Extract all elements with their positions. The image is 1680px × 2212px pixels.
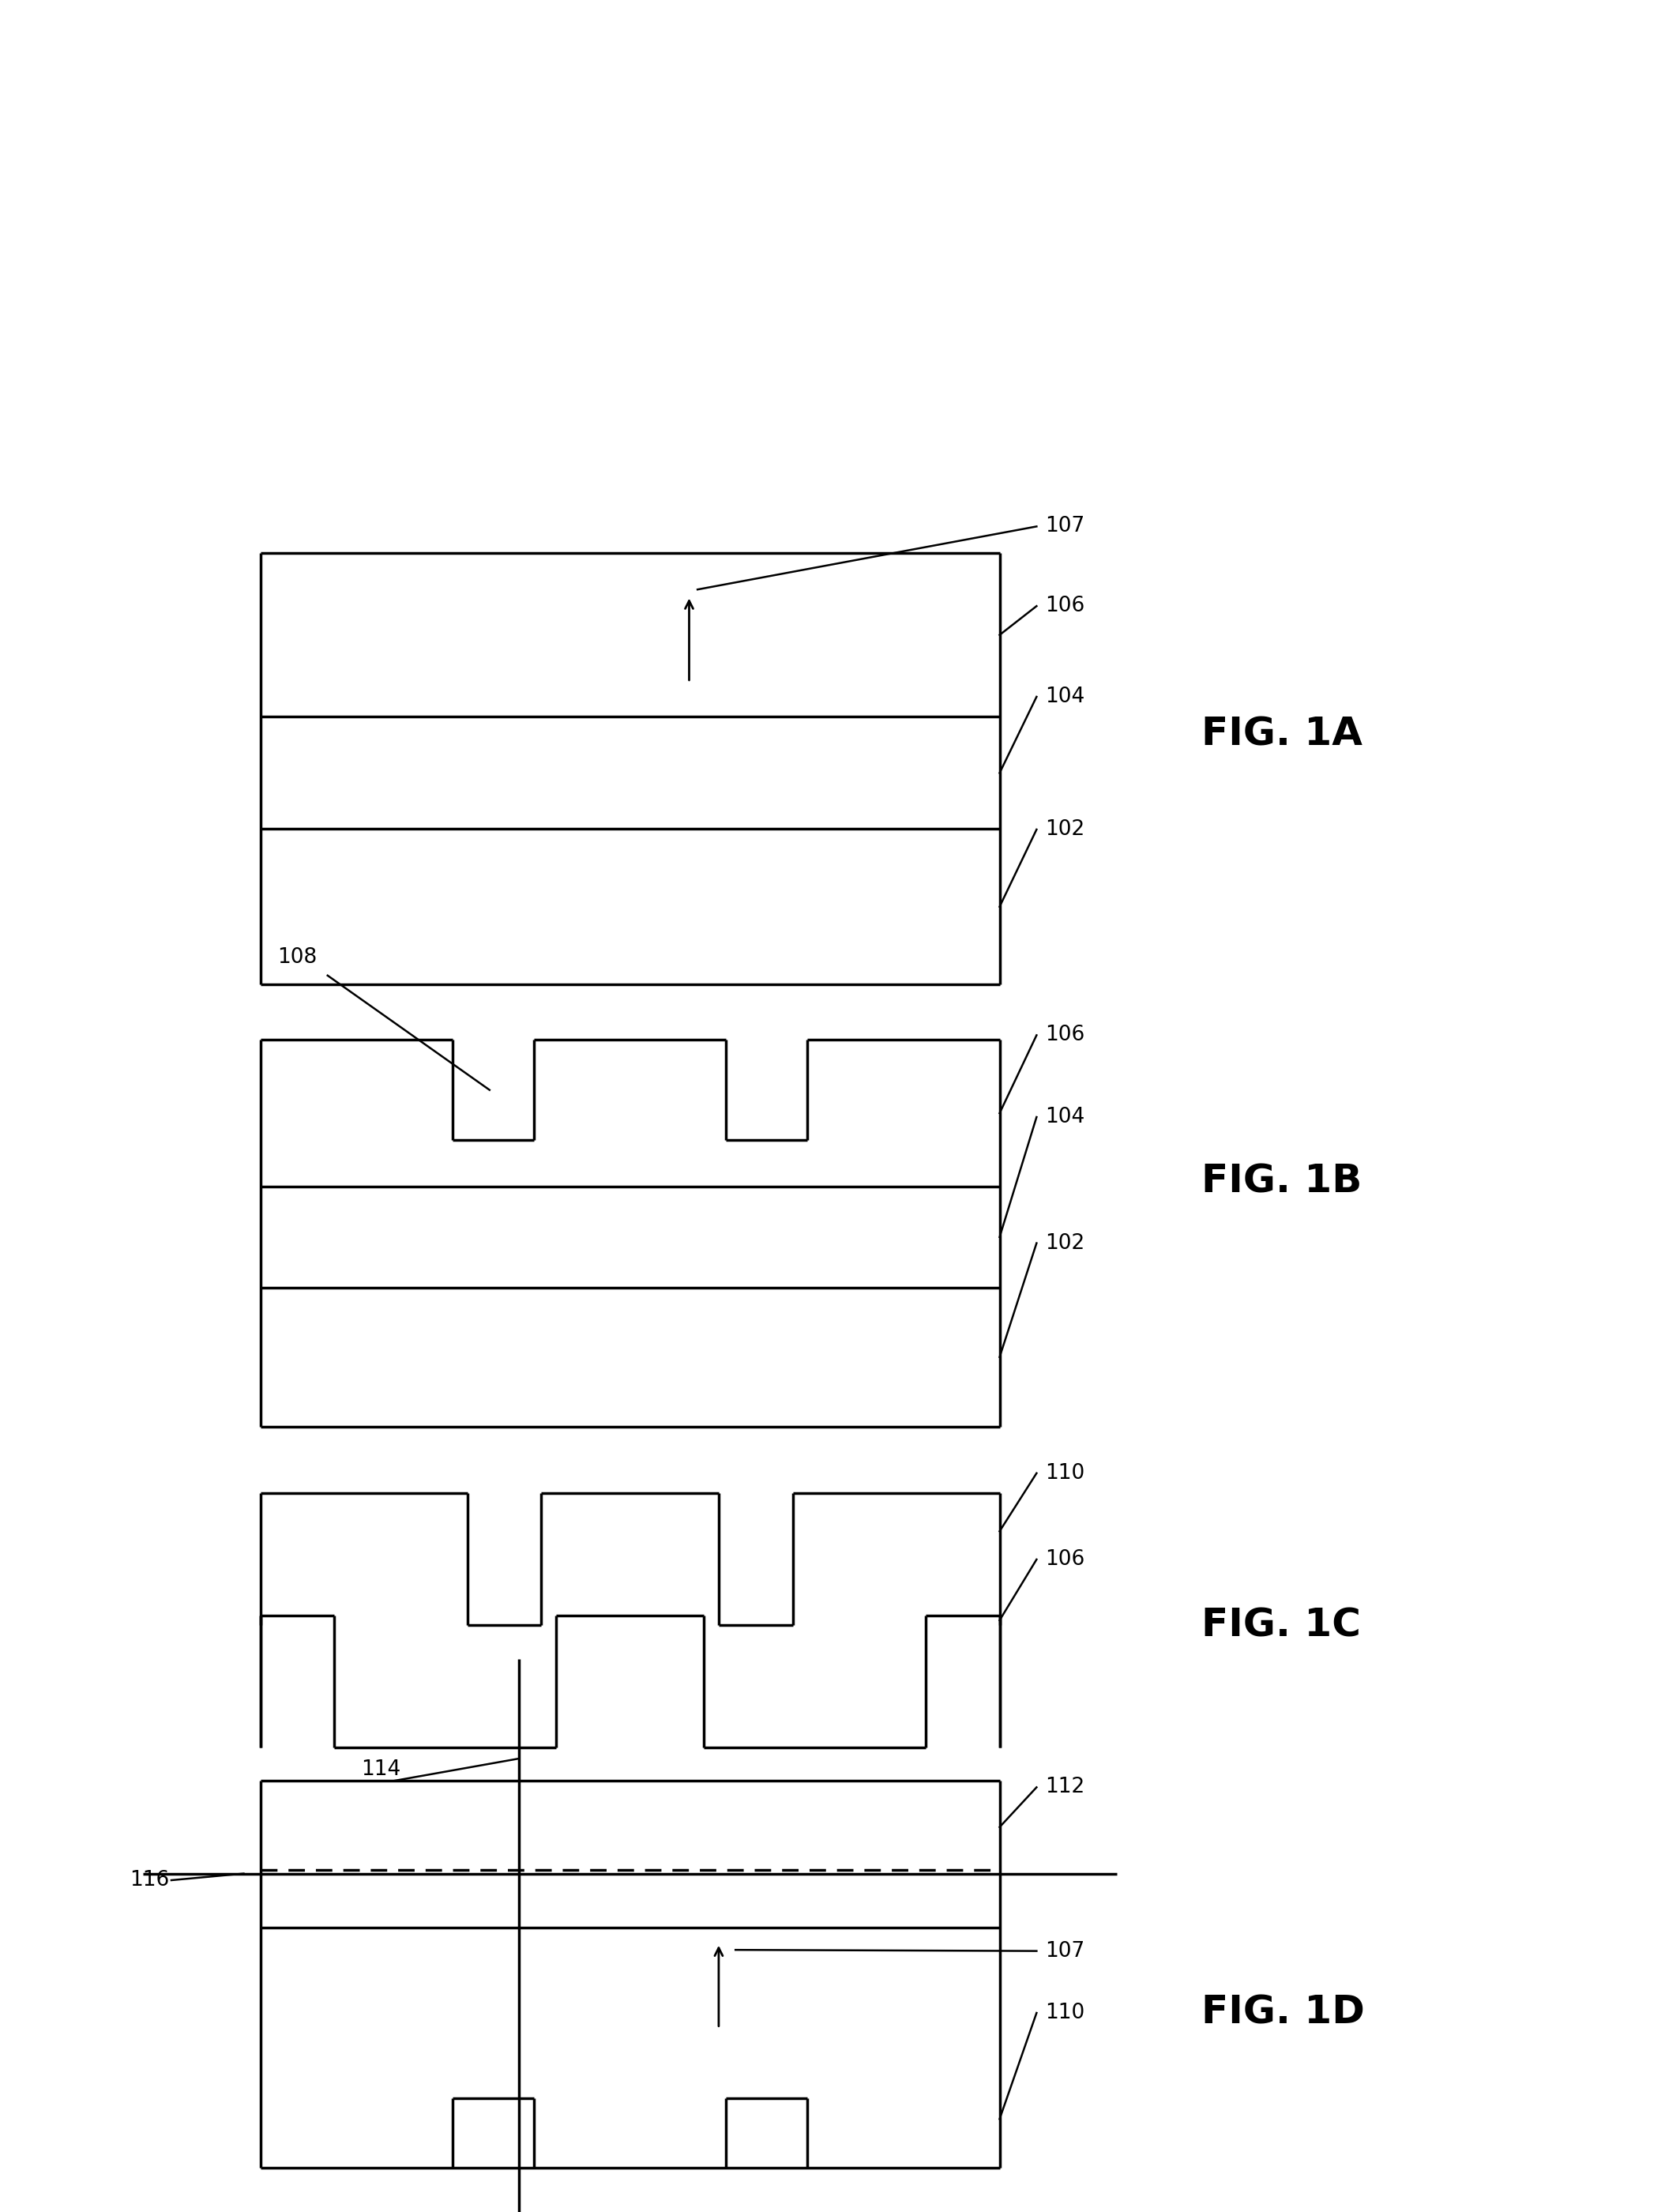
Text: 102: 102 (1045, 818, 1085, 841)
Text: FIG. 1C: FIG. 1C (1201, 1606, 1361, 1646)
Text: 110: 110 (1045, 1462, 1085, 1484)
Text: 114: 114 (361, 1759, 402, 1781)
Text: 108: 108 (277, 947, 318, 969)
Text: 106: 106 (1045, 595, 1085, 617)
Text: FIG. 1A: FIG. 1A (1201, 714, 1362, 754)
Text: 107: 107 (1045, 1940, 1085, 1962)
Text: 116: 116 (129, 1869, 170, 1891)
Text: 102: 102 (1045, 1232, 1085, 1254)
Text: 106: 106 (1045, 1024, 1085, 1046)
Text: FIG. 1B: FIG. 1B (1201, 1161, 1362, 1201)
Text: 104: 104 (1045, 1106, 1085, 1128)
Text: 106: 106 (1045, 1548, 1085, 1571)
Text: 110: 110 (1045, 2002, 1085, 2024)
Text: 112: 112 (1045, 1776, 1085, 1798)
Text: 104: 104 (1045, 686, 1085, 708)
Text: 107: 107 (1045, 515, 1085, 538)
Text: FIG. 1D: FIG. 1D (1201, 1993, 1364, 2033)
